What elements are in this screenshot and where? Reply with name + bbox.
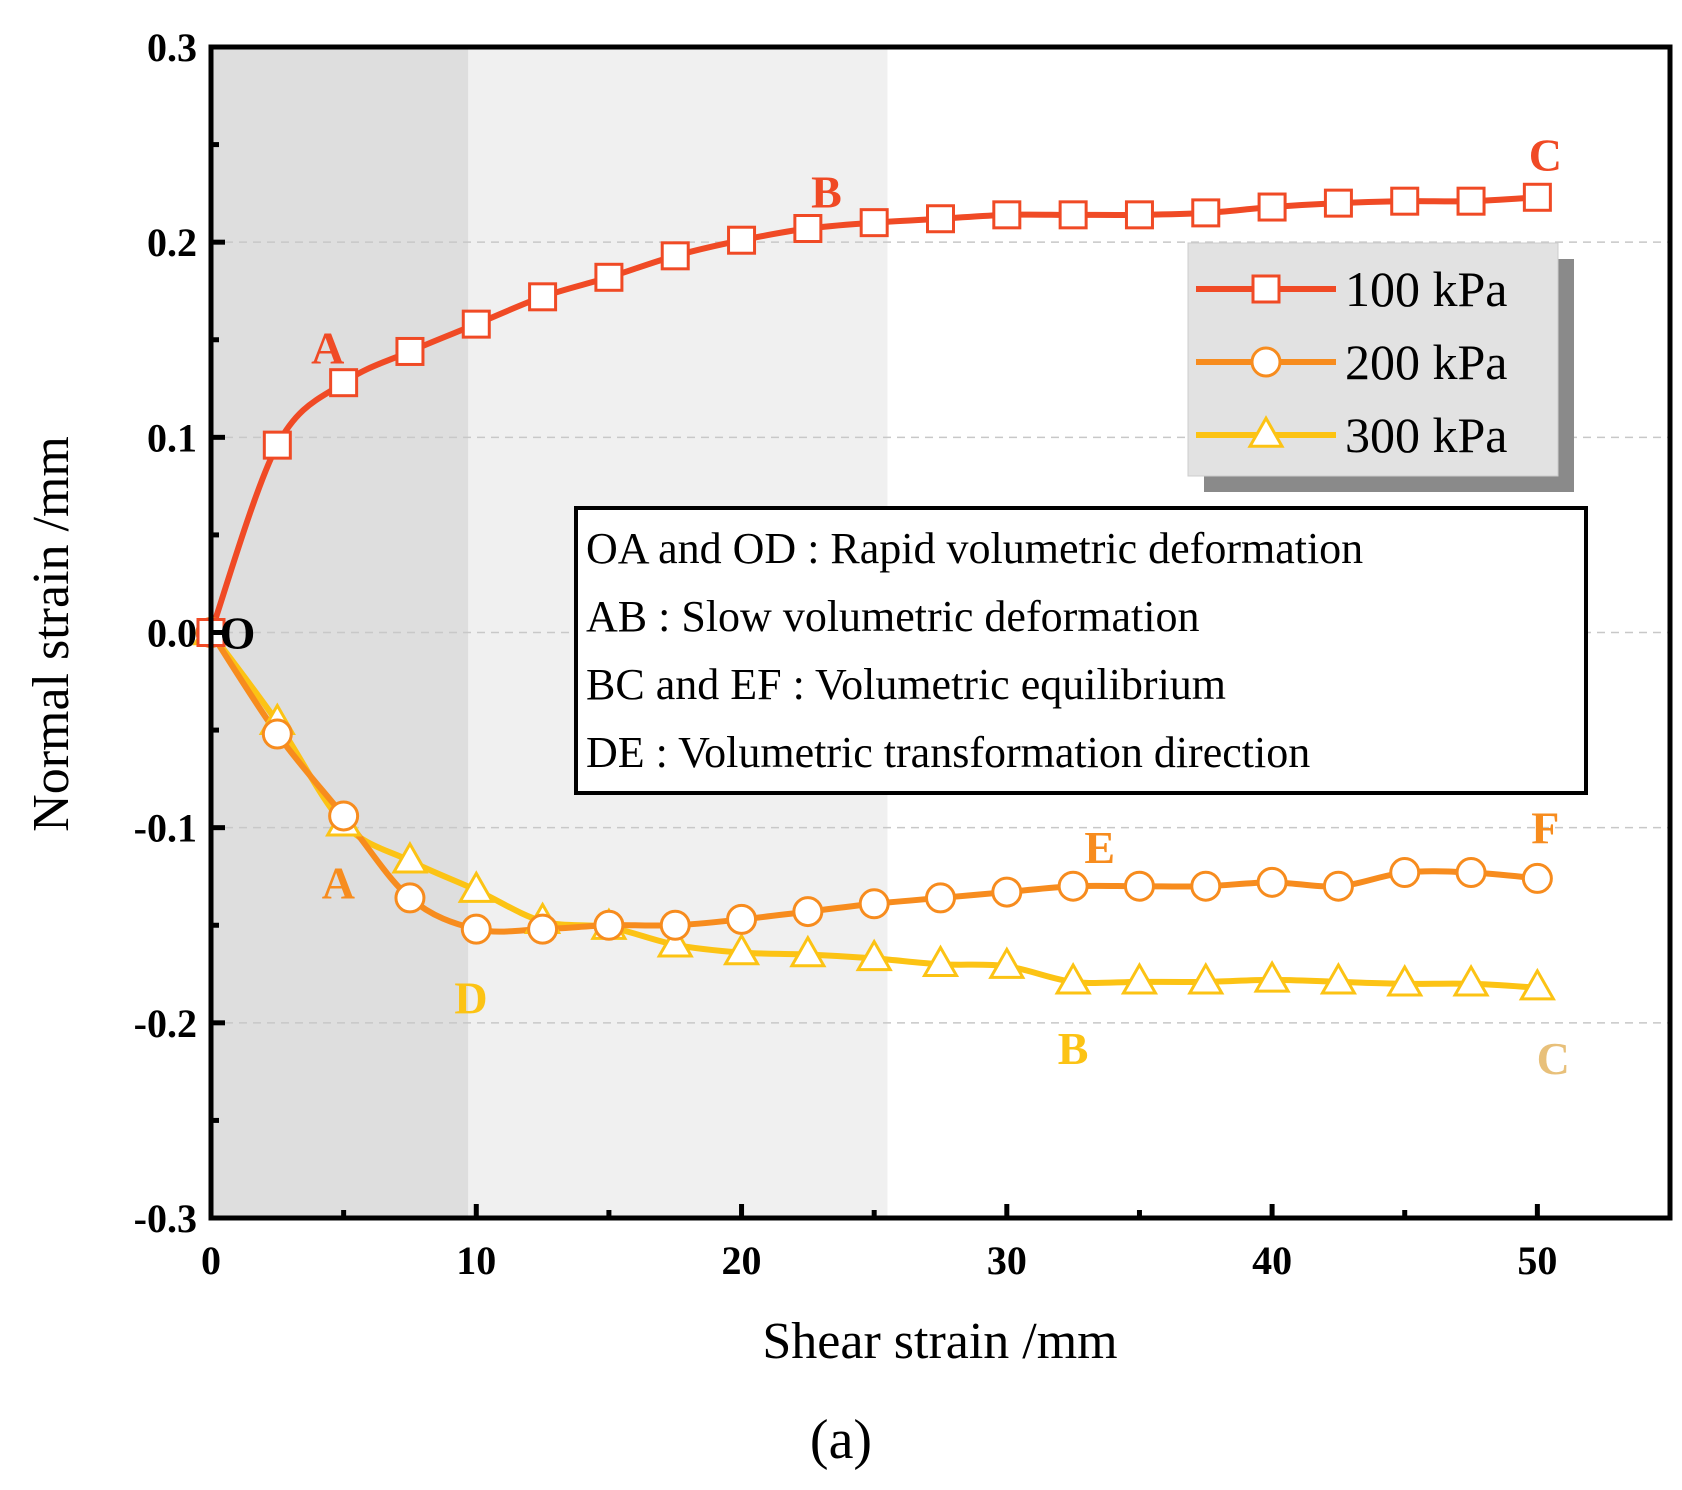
x-tick-label: 40 [1252, 1238, 1292, 1283]
data-point-circle [991, 876, 1023, 908]
data-point-circle [858, 888, 890, 920]
point-label-c: C [1529, 129, 1562, 180]
data-point-triangle [1386, 963, 1424, 997]
data-point-circle [1190, 870, 1222, 902]
data-point-triangle [921, 944, 960, 977]
data-point-triangle [855, 938, 893, 972]
data-point-square [1323, 188, 1353, 218]
data-point-circle [1389, 857, 1421, 889]
data-point-circle [261, 718, 293, 750]
x-tick-label: 50 [1517, 1238, 1557, 1283]
data-point-circle [659, 909, 691, 941]
data-point-square [594, 262, 624, 292]
data-point-circle [726, 903, 758, 935]
data-point-circle [1256, 866, 1288, 898]
data-point-circle [593, 909, 625, 941]
x-tick-label: 20 [722, 1238, 762, 1283]
annotation-line: DE : Volumetric transformation direction [586, 728, 1310, 777]
data-point-square [859, 208, 889, 238]
data-point-square [461, 309, 491, 339]
panel-label: (a) [810, 1409, 872, 1471]
point-label-d: D [454, 972, 487, 1023]
data-point-circle [1322, 870, 1354, 902]
data-point-square [395, 336, 425, 366]
point-label-b: B [1058, 1023, 1089, 1074]
point-label-o: O [220, 608, 256, 659]
data-point-square [992, 200, 1022, 230]
data-point-square [1257, 192, 1287, 222]
data-point-triangle [1319, 962, 1357, 995]
annotation-line: OA and OD : Rapid volumetric deformation [586, 524, 1363, 573]
data-point-square [793, 214, 823, 244]
y-axis-label: Normal strain /mm [23, 436, 80, 832]
point-label-f: F [1531, 803, 1559, 854]
data-point-circle [394, 882, 426, 914]
data-point-triangle [1187, 962, 1225, 995]
data-point-triangle [1120, 962, 1159, 995]
data-point-circle [792, 896, 824, 928]
data-point-triangle [722, 932, 761, 966]
legend-label: 200 kPa [1345, 334, 1508, 390]
point-label-a: A [311, 323, 344, 374]
annotation-box: OA and OD : Rapid volumetric deformation… [574, 506, 1588, 795]
data-point-square [926, 204, 955, 234]
data-point-circle [460, 913, 492, 945]
data-point-square [1456, 186, 1486, 216]
data-point-square [1191, 198, 1221, 228]
y-tick-label: 0.1 [147, 415, 197, 460]
legend-marker-triangle [1247, 415, 1285, 448]
annotation-line: AB : Slow volumetric deformation [586, 592, 1199, 641]
data-point-triangle [391, 841, 429, 874]
data-point-square [727, 225, 757, 255]
data-point-circle [328, 800, 360, 832]
y-tick-label: 0.0 [147, 611, 197, 656]
point-label-e: E [1084, 822, 1115, 873]
data-point-circle [1123, 870, 1155, 902]
legend: 100 kPa 200 kPa 300 kPa [1187, 242, 1574, 492]
data-point-square [660, 241, 690, 271]
data-point-circle [1455, 857, 1487, 889]
data-point-square [1390, 186, 1420, 216]
data-point-square [528, 282, 558, 312]
point-label-b: B [811, 166, 842, 217]
data-point-triangle [1452, 963, 1490, 997]
x-tick-label: 0 [201, 1238, 221, 1283]
annotation-line: BC and EF : Volumetric equilibrium [586, 660, 1226, 709]
data-point-triangle [656, 924, 694, 958]
y-tick-label: 0.2 [147, 220, 197, 265]
data-point-square [1124, 200, 1154, 230]
x-axis-label: Shear strain /mm [762, 1313, 1117, 1370]
legend-marker-circle [1250, 346, 1282, 378]
data-point-square [329, 368, 359, 398]
y-tick-label: -0.3 [134, 1196, 197, 1241]
data-point-triangle [1518, 967, 1556, 1001]
data-point-circle [527, 913, 559, 945]
data-point-circle [1521, 862, 1553, 894]
y-tick-label: 0.3 [147, 25, 197, 70]
annotation-frame [574, 506, 1588, 795]
data-point-square [1522, 182, 1552, 212]
data-point-triangle [457, 870, 495, 903]
data-point-triangle [1054, 962, 1092, 995]
x-tick-label: 30 [987, 1238, 1027, 1283]
data-point-circle [1057, 870, 1089, 902]
point-label-c: C [1537, 1033, 1570, 1084]
legend-label: 100 kPa [1345, 261, 1508, 317]
y-tick-label: -0.1 [134, 806, 197, 851]
data-point-square [262, 430, 292, 460]
legend-label: 300 kPa [1345, 407, 1508, 463]
y-tick-label: -0.2 [134, 1001, 197, 1046]
data-point-triangle [1253, 960, 1291, 993]
x-tick-label: 10 [456, 1238, 496, 1283]
point-labels: O A B C A D E F B C [220, 129, 1570, 1084]
data-point-triangle [988, 946, 1026, 979]
data-point-triangle [789, 934, 827, 968]
data-point-square [1058, 200, 1088, 230]
point-label-a: A [322, 857, 355, 908]
data-point-circle [925, 882, 956, 914]
axes: 0.3 0.2 0.1 0.0 -0.1 -0.2 -0.30 10 20 30 40 50 [134, 25, 1673, 1283]
legend-marker-square [1251, 274, 1281, 304]
